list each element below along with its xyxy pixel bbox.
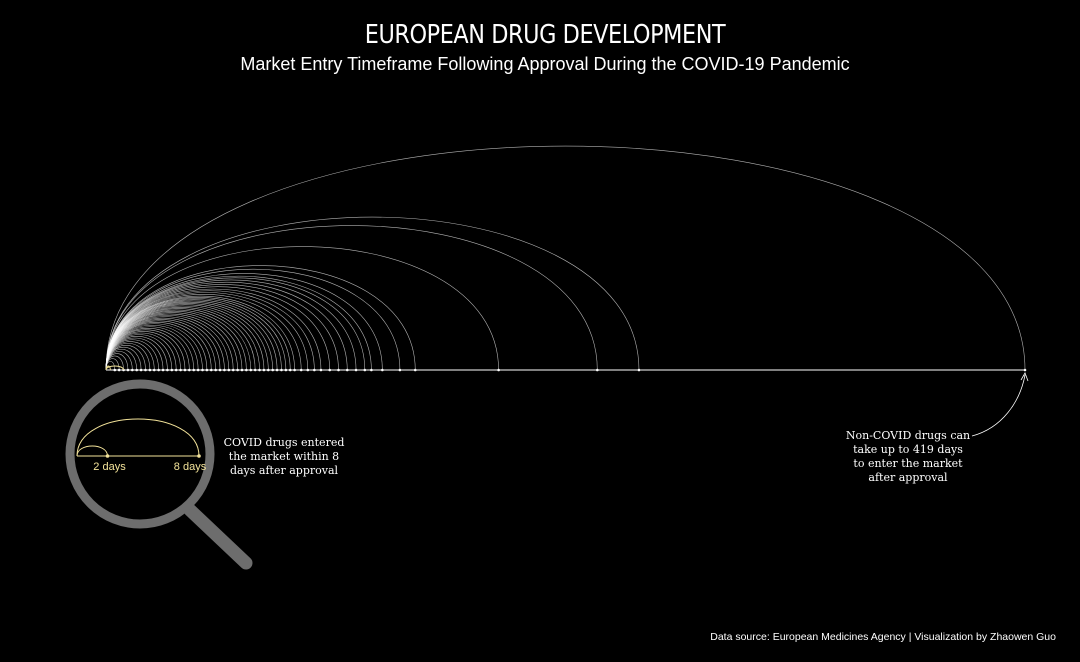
arc-endpoint [370, 368, 373, 372]
arc-endpoint [345, 368, 349, 372]
arc-endpoint [299, 368, 303, 372]
arc-endpoint [214, 368, 217, 372]
arc-endpoint [131, 368, 134, 372]
arc-endpoint [157, 368, 160, 372]
arc-endpoint [170, 368, 174, 372]
arc-endpoint [313, 368, 316, 372]
arc-endpoint [267, 368, 270, 372]
arc-endpoint [497, 368, 500, 372]
drug-arc [105, 145, 1026, 371]
arc-endpoint [275, 368, 279, 372]
magnifier-lens [65, 379, 215, 529]
arc-endpoint [280, 368, 283, 372]
arc-endpoint [166, 368, 169, 372]
covid-note-line: days after approval [229, 464, 339, 477]
drug-arc [105, 268, 401, 371]
arc-endpoint [209, 368, 213, 372]
drug-arc [105, 225, 598, 371]
arc-endpoint [288, 368, 292, 372]
arc-endpoint [413, 368, 417, 372]
covid-note: COVID drugs entered the market within 8 … [214, 436, 354, 478]
arc-endpoint [236, 368, 239, 372]
magnifier-handle [183, 503, 253, 570]
arc-endpoint [249, 368, 253, 372]
arc-endpoint [337, 368, 340, 372]
arc-endpoint [1023, 368, 1027, 372]
arc-endpoint [135, 368, 139, 372]
arc-endpoint [196, 368, 200, 372]
arc-endpoint [223, 368, 226, 372]
arc-endpoint [262, 368, 266, 372]
covid-note-line: COVID drugs entered [223, 436, 345, 449]
noncovid-note-line: take up to 419 days [853, 443, 963, 456]
arc-endpoint [188, 368, 191, 372]
arc-endpoint [319, 368, 323, 372]
inset-covid-arc [76, 445, 108, 457]
arc-endpoint [183, 368, 187, 372]
magnifier-icon [65, 379, 253, 570]
arc-endpoint [205, 368, 209, 372]
arc-endpoint [271, 368, 274, 372]
arc-endpoint [363, 368, 367, 372]
arc-endpoint [240, 368, 244, 372]
drug-arc [105, 246, 499, 371]
arc-layer [105, 145, 1026, 371]
arc-endpoint [596, 368, 599, 372]
arc-endpoint [258, 368, 261, 372]
callout-arrow [971, 374, 1026, 437]
noncovid-note-line: after approval [868, 471, 948, 484]
chart-subtitle: Market Entry Timeframe Following Approva… [240, 54, 850, 74]
noncovid-note-line: to enter the market [853, 457, 963, 470]
arc-endpoint [148, 368, 152, 372]
arc-endpoint [637, 368, 641, 372]
arc-endpoint [201, 368, 204, 372]
arc-endpoint [306, 368, 310, 372]
drug-arc [105, 216, 640, 371]
inset-endpoint [105, 454, 110, 458]
arc-endpoint [354, 368, 358, 372]
arc-endpoint [161, 368, 165, 372]
covid-note-line: the market within 8 [228, 450, 340, 463]
arc-endpoint [113, 368, 117, 372]
arc-endpoint [144, 368, 147, 372]
endpoint-layer [113, 368, 1027, 372]
arc-endpoint [192, 368, 196, 372]
arc-endpoint [174, 368, 178, 372]
drug-arc [105, 286, 331, 371]
arc-endpoint [179, 368, 182, 372]
arc-endpoint [218, 368, 222, 372]
covid-arc [105, 365, 125, 371]
inset-covid-arc [76, 418, 200, 457]
callout-arrowhead [1020, 372, 1029, 382]
drug-arc [105, 277, 366, 371]
arc-endpoint [381, 368, 384, 372]
arc-endpoint [328, 368, 332, 372]
arc-endpoint [152, 368, 156, 372]
arc-endpoint [284, 368, 288, 372]
arc-endpoint [253, 368, 257, 372]
inset-day-label: 8 days [174, 461, 207, 473]
inset-day-label: 2 days [93, 461, 126, 473]
arc-endpoint [227, 368, 231, 372]
drug-arc [105, 292, 309, 371]
arc-endpoint [293, 368, 296, 372]
noncovid-note-line: Non-COVID drugs can [845, 429, 971, 442]
arc-endpoint [398, 368, 402, 372]
noncovid-note: Non-COVID drugs can take up to 419 days … [838, 429, 978, 485]
covid-inset: 2 days 8 days [76, 418, 207, 473]
arc-endpoint [245, 368, 248, 372]
arc-endpoint [126, 368, 130, 372]
chart-title: EUROPEAN DRUG DEVELOPMENT [364, 20, 726, 50]
arc-endpoint [231, 368, 235, 372]
arc-endpoint [117, 368, 121, 372]
covid-arc-layer [105, 365, 125, 371]
source-caption: Data source: European Medicines Agency |… [710, 631, 1056, 643]
arc-endpoint [139, 368, 143, 372]
inset-endpoint [197, 454, 201, 458]
